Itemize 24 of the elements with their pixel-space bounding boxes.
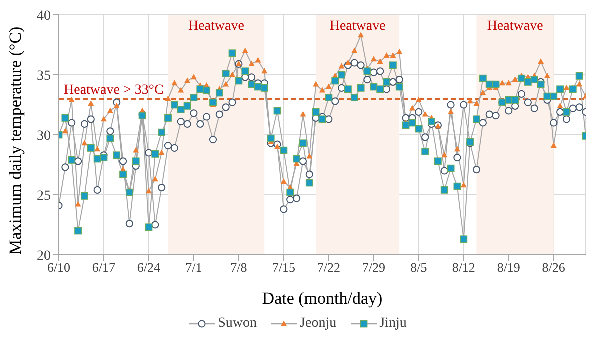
y-axis-title: Maximum daily temperature (°C) [6,26,26,255]
x-tick-label: 8/19 [497,260,520,276]
y-tick-label: 40 [37,8,51,24]
y-tick-label: 30 [37,128,51,144]
legend-label: Jeonju [300,316,337,332]
x-tick-label: 6/24 [137,260,162,276]
legend-label: Suwon [218,316,258,332]
x-tick-label: 7/8 [230,260,248,276]
y-tick-label: 25 [37,188,51,204]
x-tick-label: 7/15 [272,260,296,276]
y-tick-label: 35 [37,68,51,84]
x-tick-label: 6/17 [92,260,116,276]
x-tick-label: 8/26 [542,260,566,276]
x-tick-label: 8/5 [410,260,428,276]
band-label: Heatwave [487,18,544,34]
legend-label: Jinju [380,316,407,332]
band-label: Heatwave [330,18,386,34]
ref-line-label: Heatwave > 33°C [64,83,164,98]
x-tick-label: 7/22 [317,260,340,276]
x-axis-title: Date (month/day) [262,289,383,308]
band-label: Heatwave [188,18,244,34]
x-tick-label: 8/12 [452,260,476,276]
x-tick-label: 7/29 [362,260,386,276]
x-tick-label: 7/1 [186,260,202,276]
